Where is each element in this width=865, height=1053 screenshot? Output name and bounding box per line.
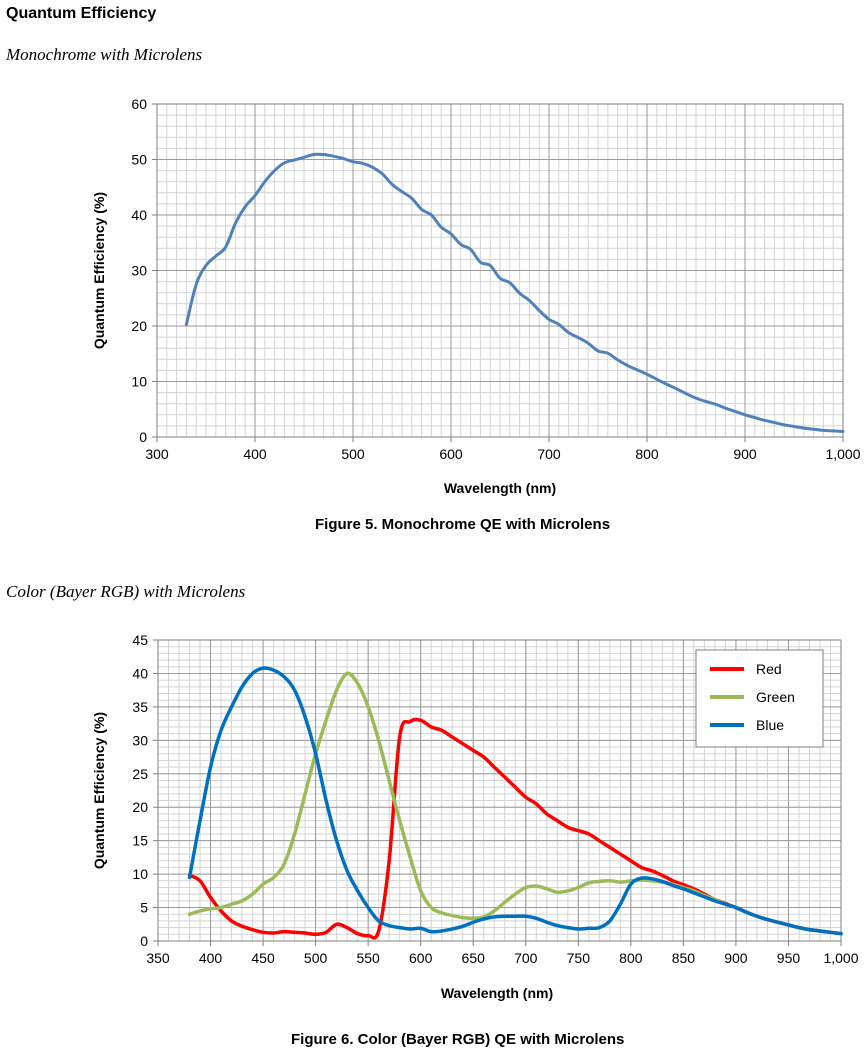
figure-caption-6: Figure 6. Color (Bayer RGB) QE with Micr… [291,1031,625,1048]
mono-x-tick-label: 300 [145,446,169,462]
figure-caption-5: Figure 5. Monochrome QE with Microlens [315,516,611,533]
color-series-line-blue [187,666,843,936]
color-x-tick-label: 1,000 [823,950,858,966]
color-y-tick-label: 40 [132,665,148,681]
page-heading: Quantum Efficiency [6,5,157,22]
color-y-tick-label: 45 [132,632,148,648]
mono-y-tick-label: 60 [131,96,147,112]
color-y-tick-label: 25 [132,766,148,782]
mono-x-tick-label: 500 [341,446,365,462]
mono-y-tick-label: 50 [131,152,147,168]
color-x-tick-label: 600 [409,950,433,966]
color-plot-area [157,639,842,942]
color-y-tick-label: 30 [132,732,148,748]
section-subtitle-monochrome: Monochrome with Microlens [6,45,203,64]
mono-y-tick-label: 30 [131,263,147,279]
color-x-tick-label: 900 [724,950,748,966]
mono-x-tick-label: 400 [243,446,267,462]
color-x-tick-label: 950 [777,950,801,966]
color-x-axis-label: Wavelength (nm) [441,985,553,1001]
color-x-tick-label: 800 [619,950,643,966]
color-y-tick-label: 0 [140,933,148,949]
mono-y-tick-label: 0 [139,429,147,445]
color-y-tick-label: 35 [132,699,148,715]
color-x-tick-label: 850 [672,950,696,966]
mono-x-tick-label: 1,000 [825,446,860,462]
color-x-tick-label: 350 [146,950,170,966]
color-y-tick-label: 5 [140,900,148,916]
color-x-tick-label: 550 [356,950,380,966]
color-y-tick-label: 15 [132,833,148,849]
mono-x-tick-label: 800 [635,446,659,462]
mono-x-tick-label: 600 [439,446,463,462]
mono-y-axis-label: Quantum Efficiency (%) [91,192,107,349]
color-x-tick-label: 650 [462,950,486,966]
section-subtitle-color: Color (Bayer RGB) with Microlens [6,582,246,601]
color-x-tick-label: 500 [304,950,328,966]
color-y-tick-label: 20 [132,799,148,815]
color-y-axis-label: Quantum Efficiency (%) [91,712,107,869]
legend-label-green: Green [756,689,795,705]
mono-series-line-qe [184,152,845,433]
mono-x-axis-label: Wavelength (nm) [444,480,556,496]
mono-y-tick-label: 10 [131,374,147,390]
color-y-tick-label: 10 [132,866,148,882]
color-x-tick-label: 750 [567,950,591,966]
legend-label-red: Red [756,661,782,677]
mono-y-tick-label: 40 [131,207,147,223]
mono-y-tick-label: 20 [131,318,147,334]
mono-x-tick-label: 900 [733,446,757,462]
mono-x-tick-label: 700 [537,446,561,462]
color-x-tick-label: 450 [251,950,275,966]
legend-label-blue: Blue [756,717,784,733]
color-x-tick-label: 400 [199,950,223,966]
color-x-tick-label: 700 [514,950,538,966]
